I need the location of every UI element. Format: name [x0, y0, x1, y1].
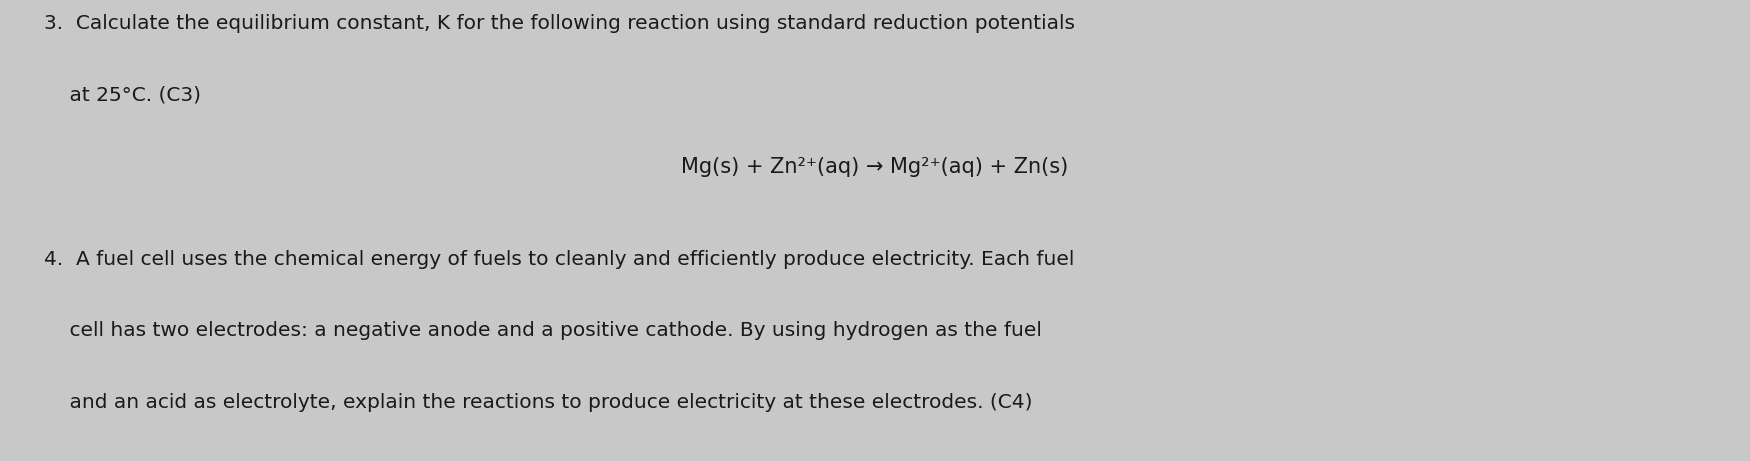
Text: Mg(s) + Zn²⁺(aq) → Mg²⁺(aq) + Zn(s): Mg(s) + Zn²⁺(aq) → Mg²⁺(aq) + Zn(s): [681, 157, 1069, 177]
Text: 3.  Calculate the equilibrium constant, K for the following reaction using stand: 3. Calculate the equilibrium constant, K…: [44, 14, 1074, 33]
Text: cell has two electrodes: a negative anode and a positive cathode. By using hydro: cell has two electrodes: a negative anod…: [44, 321, 1041, 340]
Text: and an acid as electrolyte, explain the reactions to produce electricity at thes: and an acid as electrolyte, explain the …: [44, 393, 1032, 412]
Text: at 25°C. (C3): at 25°C. (C3): [44, 85, 201, 104]
Text: 4.  A fuel cell uses the chemical energy of fuels to cleanly and efficiently pro: 4. A fuel cell uses the chemical energy …: [44, 250, 1074, 269]
